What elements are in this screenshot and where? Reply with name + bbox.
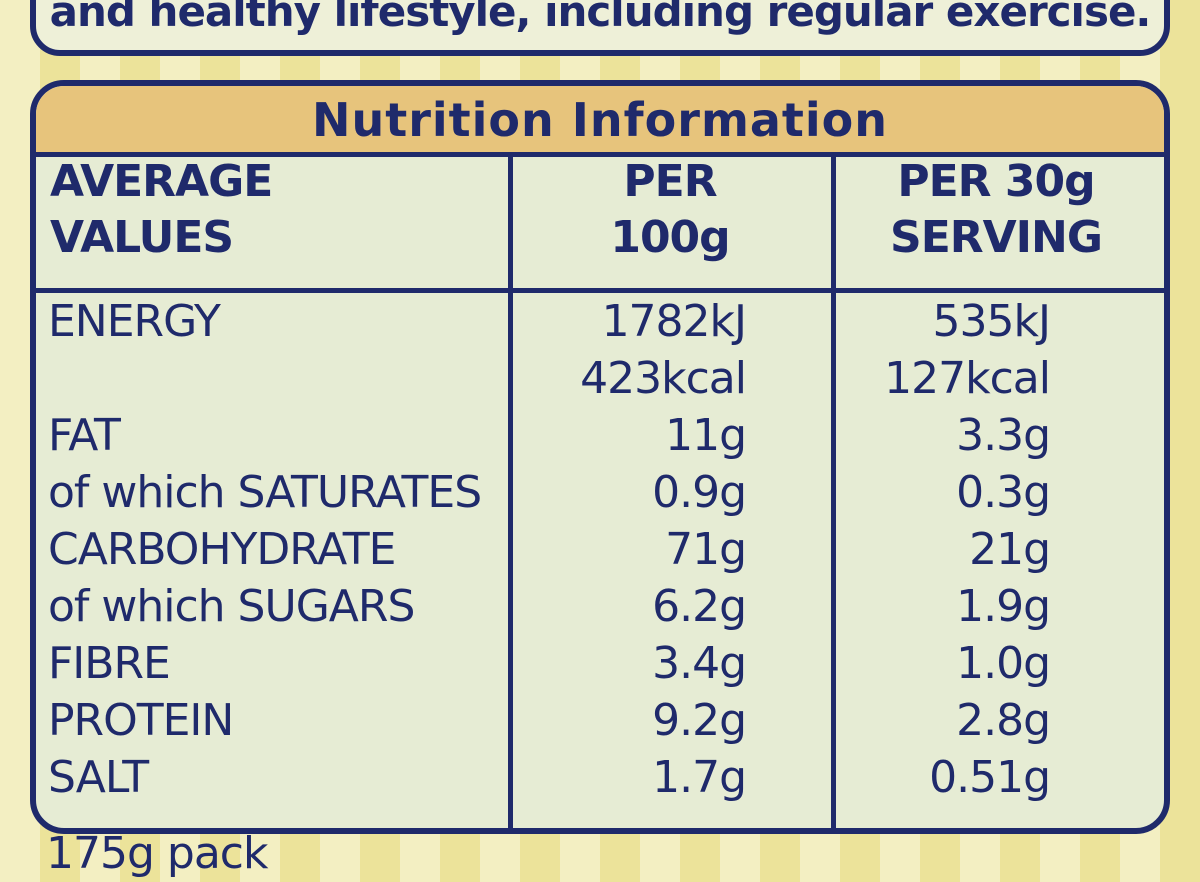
header-divider (36, 288, 1164, 293)
column-divider (831, 152, 836, 828)
value-cell: 21g (969, 524, 1051, 575)
row-label: of which SATURATES (48, 467, 482, 518)
value-cell: 71g (665, 524, 747, 575)
value-cell: 0.3g (956, 467, 1051, 518)
value-cell: 11g (665, 410, 747, 461)
header-cell: PER (623, 156, 717, 207)
header-cell: VALUES (50, 212, 234, 263)
value-cell: 3.3g (956, 410, 1051, 461)
header-cell: AVERAGE (50, 156, 273, 207)
title: Nutrition Information (311, 93, 889, 147)
row-label: FAT (48, 410, 121, 461)
value-cell: 423kcal (580, 353, 747, 404)
top-box: and healthy lifestyle, including regular… (30, 0, 1170, 56)
value-cell: 0.9g (652, 467, 747, 518)
value-cell: 1.9g (956, 581, 1051, 632)
row-label: SALT (48, 752, 149, 803)
footer-text: 175g pack (46, 828, 268, 879)
header-cell: PER 30g (897, 156, 1095, 207)
row-label: PROTEIN (48, 695, 234, 746)
value-cell: 2.8g (956, 695, 1051, 746)
header-cell: SERVING (890, 212, 1103, 263)
value-cell: 6.2g (652, 581, 747, 632)
top-text: and healthy lifestyle, including regular… (49, 0, 1152, 36)
value-cell: 1.7g (652, 752, 747, 803)
value-cell: 535kJ (932, 296, 1051, 347)
value-cell: 3.4g (652, 638, 747, 689)
row-label: of which SUGARS (48, 581, 415, 632)
header-cell: 100g (610, 212, 730, 263)
value-cell: 127kcal (884, 353, 1051, 404)
value-cell: 1.0g (956, 638, 1051, 689)
column-divider (508, 152, 513, 828)
row-label: CARBOHYDRATE (48, 524, 396, 575)
value-cell: 0.51g (929, 752, 1051, 803)
nutrition-panel: Nutrition Information (30, 80, 1170, 834)
row-label: ENERGY (48, 296, 221, 347)
value-cell: 1782kJ (601, 296, 747, 347)
title-band (36, 86, 1164, 157)
value-cell: 9.2g (652, 695, 747, 746)
row-label: FIBRE (48, 638, 171, 689)
